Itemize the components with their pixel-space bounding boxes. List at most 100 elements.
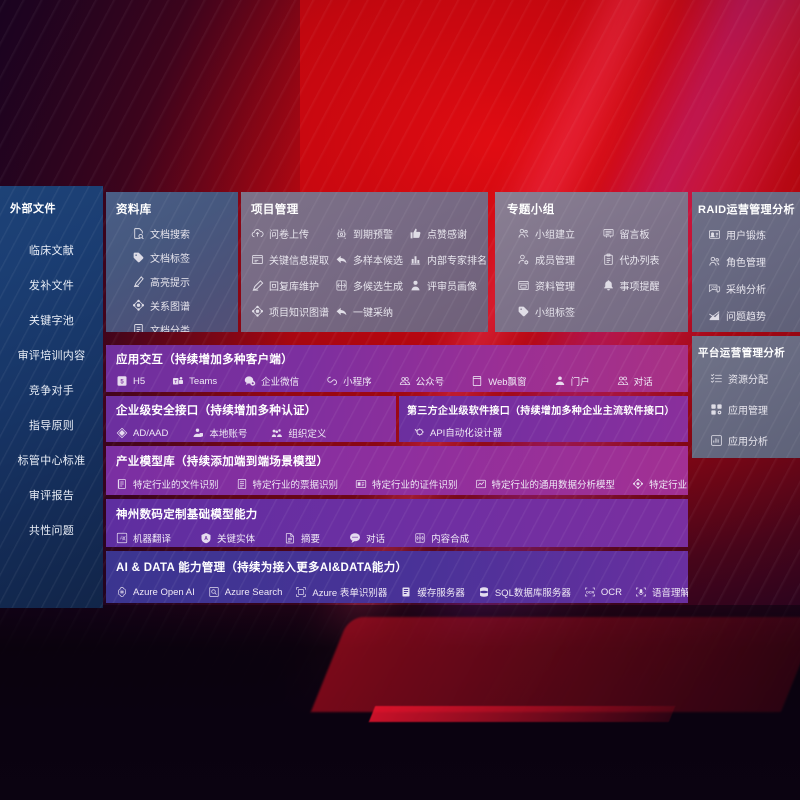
platform-item-2-label: 应用分析 xyxy=(728,437,768,448)
raid-item-3[interactable]: 问题趋势 xyxy=(708,308,800,323)
project-item-6[interactable]: 回复库维护 xyxy=(251,278,329,293)
industry-model-item-4[interactable]: 特定行业的通用知识图谱模型 xyxy=(632,477,688,491)
ai-data-item-3[interactable]: 缓存服务器 xyxy=(400,585,465,599)
base-model-item-3[interactable]: 对话 xyxy=(349,531,385,545)
official-account-icon xyxy=(399,375,411,387)
bar-chart-icon xyxy=(409,253,422,266)
project-item-10[interactable]: 一键采纳 xyxy=(335,304,403,319)
task-list-icon xyxy=(710,372,723,385)
content-synthesis-icon xyxy=(414,532,426,544)
cloud-upload-icon xyxy=(251,227,264,240)
ai-data-item-4[interactable]: SQL数据库服务器 xyxy=(478,585,571,599)
group-item-0[interactable]: 小组建立 xyxy=(517,226,596,241)
teams-icon: T xyxy=(172,375,184,387)
app-interaction-item-5[interactable]: Web飘窗 xyxy=(471,374,527,388)
arrow-back-icon xyxy=(335,305,348,318)
ai-data-item-2-label: Azure 表单识别器 xyxy=(312,588,388,599)
library-item-3[interactable]: 关系图谱 xyxy=(132,298,238,313)
app-interaction-item-6[interactable]: 门户 xyxy=(554,374,590,388)
sidebar-item-5[interactable]: 指导原则 xyxy=(28,419,75,432)
org-define-icon xyxy=(271,427,283,439)
sidebar-item-6[interactable]: 标管中心标准 xyxy=(17,454,86,467)
library-item-0[interactable]: 文档搜索 xyxy=(132,226,238,241)
panel-library-items: 文档搜索 文档标签 高亮提示 关系图谱 文档分类 xyxy=(106,217,238,332)
sidebar-item-8[interactable]: 共性问题 xyxy=(28,524,75,537)
person-settings-icon xyxy=(517,253,530,266)
raid-item-0[interactable]: 用户锻炼 xyxy=(708,227,800,242)
project-item-1[interactable]: 到期预警 xyxy=(335,226,403,241)
project-item-0[interactable]: 问卷上传 xyxy=(251,226,329,241)
app-interaction-item-3[interactable]: 小程序 xyxy=(326,374,372,388)
platform-item-0[interactable]: 资源分配 xyxy=(710,371,800,386)
group-item-1[interactable]: 留言板 xyxy=(602,226,681,241)
project-item-7[interactable]: 多候选生成 xyxy=(335,278,403,293)
base-model-item-2[interactable]: 摘要 xyxy=(284,531,320,545)
ai-data-item-6[interactable]: 语音理解 xyxy=(635,585,688,599)
industry-model-item-0[interactable]: 特定行业的文件识别 xyxy=(116,477,219,491)
ai-data-item-4-label: SQL数据库服务器 xyxy=(494,588,571,599)
apps-settings-icon xyxy=(710,403,723,416)
sidebar-item-3[interactable]: 审评培训内容 xyxy=(17,349,86,362)
security-item-2-label: 组织定义 xyxy=(288,429,327,440)
sidebar: 外部文件 临床文献 发补文件 关键字池 审评培训内容 竞争对手 指导原则 标管中… xyxy=(0,186,103,608)
base-model-item-4[interactable]: 内容合成 xyxy=(414,531,469,545)
group-item-3[interactable]: 代办列表 xyxy=(602,252,681,267)
cache-server-icon xyxy=(400,586,412,598)
ai-data-item-2[interactable]: Azure 表单识别器 xyxy=(295,585,387,599)
industry-model-item-1[interactable]: 特定行业的票据识别 xyxy=(236,477,338,491)
sidebar-item-4[interactable]: 竞争对手 xyxy=(28,384,75,397)
group-item-2[interactable]: 成员管理 xyxy=(517,252,596,267)
bell-icon xyxy=(602,279,615,292)
platform-item-1-label: 应用管理 xyxy=(728,406,768,417)
shield-diamond-icon xyxy=(116,427,128,439)
security-item-1[interactable]: 本地账号 xyxy=(192,426,247,440)
sidebar-item-0[interactable]: 临床文献 xyxy=(28,244,75,257)
library-item-1[interactable]: 文档标签 xyxy=(132,250,238,265)
base-model-item-0[interactable]: A 机器翻译 xyxy=(116,531,171,545)
industry-model-item-2[interactable]: 特定行业的证件识别 xyxy=(355,477,458,491)
app-interaction-item-1[interactable]: T Teams xyxy=(172,375,217,387)
ai-data-item-1[interactable]: Azure Search xyxy=(208,586,282,598)
ai-data-item-5[interactable]: OCR OCR xyxy=(584,586,622,598)
app-interaction-item-4[interactable]: 公众号 xyxy=(399,374,444,388)
architecture-board: 外部文件 临床文献 发补文件 关键字池 审评培训内容 竞争对手 指导原则 标管中… xyxy=(0,186,800,608)
receipt-recognize-icon xyxy=(236,478,248,490)
platform-item-2[interactable]: 应用分析 xyxy=(710,433,800,448)
group-item-6[interactable]: 小组标签 xyxy=(517,304,596,319)
document-list-icon xyxy=(132,323,145,332)
project-item-9[interactable]: 项目知识图谱 xyxy=(251,304,329,319)
project-item-2[interactable]: 点赞感谢 xyxy=(409,226,487,241)
library-item-2[interactable]: 高亮提示 xyxy=(132,274,238,289)
wecom-icon xyxy=(244,375,256,387)
project-item-8[interactable]: 评审员画像 xyxy=(409,278,487,293)
sidebar-item-7[interactable]: 审评报告 xyxy=(28,489,75,502)
sidebar-item-2[interactable]: 关键字池 xyxy=(28,314,75,327)
app-interaction-item-0[interactable]: 5 H5 xyxy=(116,375,145,387)
panel-raid-title: RAID运营管理分析 xyxy=(698,204,795,216)
ai-data-item-0[interactable]: Azure Open AI xyxy=(116,586,195,598)
third-party-item-0[interactable]: API自动化设计器 xyxy=(413,425,502,439)
project-item-4[interactable]: 多样本候选 xyxy=(335,252,403,267)
security-item-0[interactable]: AD/AAD xyxy=(116,427,168,439)
band-base-model: 神州数码定制基础模型能力 A 机器翻译 A 关键实体 摘要 对话 xyxy=(106,499,688,547)
industry-model-item-3[interactable]: 特定行业的通用数据分析模型 xyxy=(475,477,615,491)
app-interaction-item-2-label: 企业微信 xyxy=(261,377,300,388)
platform-item-1[interactable]: 应用管理 xyxy=(710,402,800,417)
security-item-2[interactable]: 组织定义 xyxy=(271,426,326,440)
base-model-item-1[interactable]: A 关键实体 xyxy=(200,531,255,545)
project-item-5[interactable]: 内部专家排名 xyxy=(409,252,487,267)
form-recognizer-icon xyxy=(295,586,307,598)
band-base-model-items: A 机器翻译 A 关键实体 摘要 对话 内容合成 xyxy=(106,522,688,545)
raid-item-1[interactable]: 角色管理 xyxy=(708,254,800,269)
app-interaction-item-7[interactable]: 对话 xyxy=(617,374,653,388)
project-item-3[interactable]: 关键信息提取 xyxy=(251,252,329,267)
group-item-5[interactable]: 事项提醒 xyxy=(602,278,681,293)
sidebar-list: 临床文献 发补文件 关键字池 审评培训内容 竞争对手 指导原则 标管中心标准 审… xyxy=(0,232,103,547)
portal-person-icon xyxy=(554,375,566,387)
app-interaction-item-2[interactable]: 企业微信 xyxy=(244,374,299,388)
library-item-4[interactable]: 文档分类 xyxy=(132,322,238,332)
raid-item-2[interactable]: QA 采纳分析 xyxy=(708,281,800,296)
sidebar-item-1[interactable]: 发补文件 xyxy=(28,279,75,292)
search-doc-icon xyxy=(208,586,220,598)
group-item-4[interactable]: 资料管理 xyxy=(517,278,596,293)
